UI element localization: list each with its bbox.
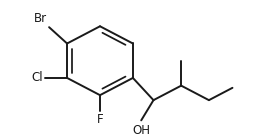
Text: Cl: Cl xyxy=(31,71,43,84)
Text: F: F xyxy=(97,113,103,126)
Text: Br: Br xyxy=(34,12,47,25)
Text: OH: OH xyxy=(132,124,150,137)
